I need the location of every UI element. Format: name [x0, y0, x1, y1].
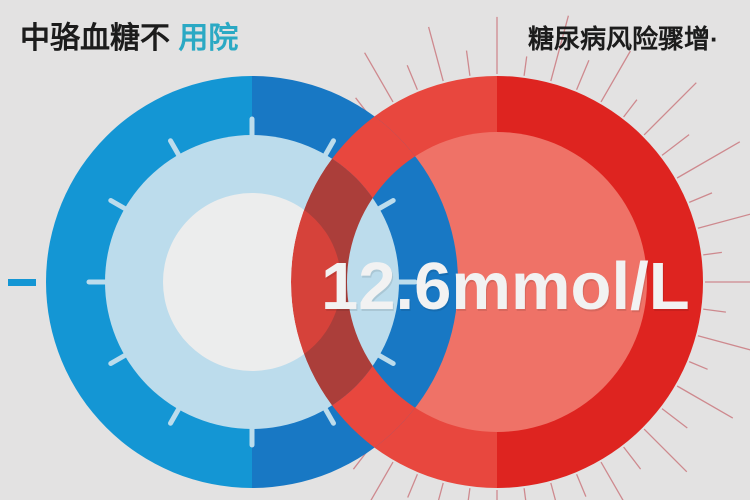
svg-text:中骆血糖不 用院: 中骆血糖不 用院: [20, 21, 238, 55]
svg-text:糖尿病风险骤增·: 糖尿病风险骤增·: [528, 24, 719, 54]
svg-text:12.6mmol/L: 12.6mmol/L: [321, 249, 690, 324]
